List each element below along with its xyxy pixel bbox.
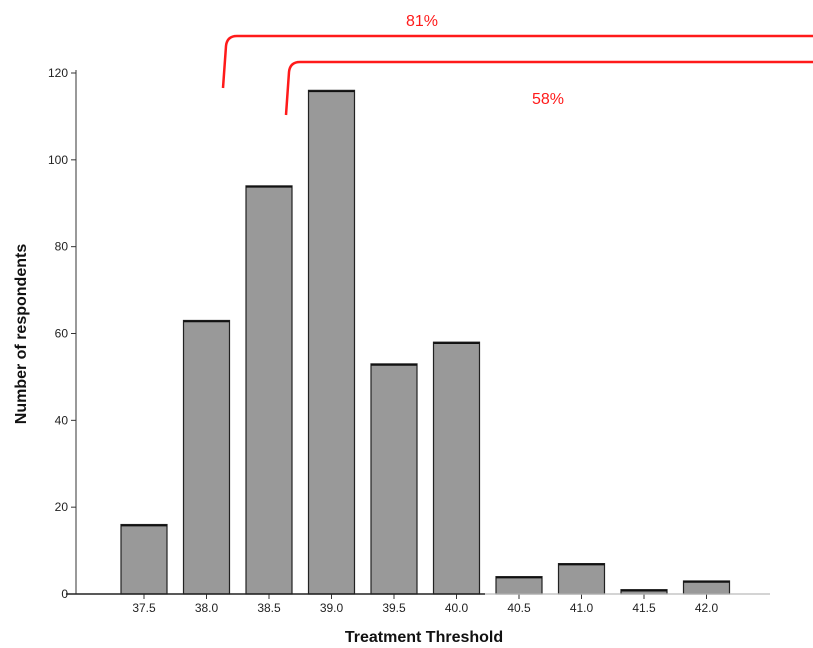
bar	[557, 563, 606, 595]
x-tick-label: 38.0	[195, 601, 219, 615]
x-tick-label: 41.0	[570, 601, 594, 615]
annotations-group: 81% 58%	[221, 13, 813, 116]
y-tick-label: 20	[55, 500, 69, 514]
x-tick-label: 38.5	[257, 601, 281, 615]
x-axis-title: Treatment Threshold	[345, 629, 503, 646]
bar	[432, 341, 481, 595]
y-tick-label: 60	[55, 327, 69, 341]
annotation-bracket	[221, 34, 813, 89]
y-axis-title: Number of respondents	[13, 244, 30, 425]
x-tick-label: 39.0	[320, 601, 344, 615]
bar	[182, 319, 231, 595]
bar	[682, 580, 731, 595]
x-tick-label: 39.5	[382, 601, 406, 615]
x-tick-label: 37.5	[132, 601, 156, 615]
y-tick-label: 120	[48, 66, 68, 80]
x-tick-label: 41.5	[632, 601, 656, 615]
y-tick-label: 0	[61, 587, 68, 601]
axes-group: 0 20 40 60 80 100 120 37.5 38.0 38.5 39.0 39.5 40.0 4…	[48, 66, 770, 615]
x-tick-label: 40.5	[507, 601, 531, 615]
y-tick-label: 40	[55, 413, 69, 427]
bar	[307, 89, 356, 595]
annotation-label: 81%	[406, 13, 438, 30]
y-tick-label: 100	[48, 153, 68, 167]
bar	[245, 185, 293, 595]
bar	[370, 363, 418, 595]
bar	[495, 576, 543, 595]
y-tick-label: 80	[55, 240, 69, 254]
x-tick-label: 40.0	[445, 601, 469, 615]
annotation-label: 58%	[532, 91, 564, 108]
x-tick-label: 42.0	[695, 601, 719, 615]
bars-group	[120, 89, 731, 595]
annotation-bracket	[284, 60, 813, 116]
bar	[120, 523, 168, 595]
